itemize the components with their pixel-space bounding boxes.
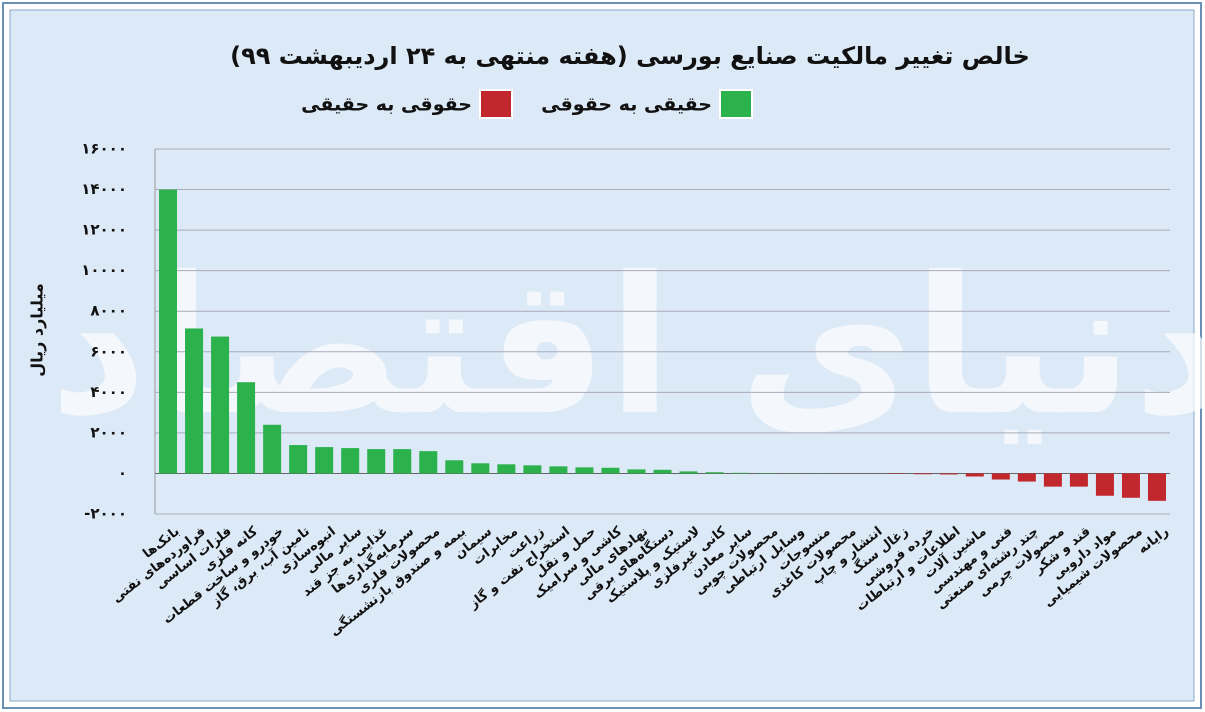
bar	[965, 473, 984, 477]
bar	[731, 472, 750, 474]
bar	[367, 449, 386, 474]
y-tick-label: -۲۰۰۰	[84, 505, 127, 523]
bar	[1017, 473, 1036, 482]
y-tick-label: ۴۰۰۰	[90, 383, 127, 401]
bar	[341, 448, 360, 474]
bar	[627, 469, 646, 474]
bar	[653, 469, 672, 474]
bar	[471, 463, 490, 474]
bar	[419, 451, 438, 474]
bar	[1121, 473, 1140, 498]
legend-swatch	[479, 89, 513, 119]
bar	[237, 382, 256, 474]
bar	[185, 328, 204, 474]
bar	[1147, 473, 1166, 501]
legend-label: حقیقی به حقوقی	[541, 94, 712, 116]
bar	[1069, 473, 1088, 487]
y-tick-label: ۱۴۰۰۰	[81, 180, 127, 198]
bar	[263, 424, 282, 474]
bar	[523, 465, 542, 474]
bar	[393, 449, 412, 474]
y-axis-label: میلیارد ریال	[28, 283, 47, 377]
bar	[601, 467, 620, 474]
y-tick-label: ۱۶۰۰۰	[81, 140, 127, 158]
y-tick-label: ۸۰۰۰	[90, 302, 127, 320]
y-tick-label: ۲۰۰۰	[90, 423, 127, 441]
y-tick-label: ۶۰۰۰	[90, 342, 127, 360]
y-tick-label: ۱۰۰۰۰	[81, 261, 127, 279]
bar	[159, 189, 178, 474]
bar	[705, 472, 724, 474]
y-tick-label: ۰	[118, 464, 127, 482]
bar	[445, 460, 464, 474]
bar	[1095, 473, 1114, 496]
bar	[939, 473, 958, 475]
bar	[575, 467, 594, 474]
legend-swatch	[719, 89, 753, 119]
chart-title: خالص تغییر مالکیت صنایع بورسی (هفته منته…	[230, 42, 1030, 70]
legend-label: حقوقی به حقیقی	[301, 94, 472, 116]
bar	[315, 447, 334, 474]
bar	[497, 464, 516, 474]
bar	[913, 473, 932, 475]
panel	[9, 9, 1195, 702]
bar	[1043, 473, 1062, 487]
y-tick-label: ۱۲۰۰۰	[81, 221, 127, 239]
bar	[211, 336, 230, 474]
bar	[991, 473, 1010, 480]
bar	[549, 466, 568, 474]
bar	[289, 445, 308, 474]
bar	[679, 471, 698, 474]
